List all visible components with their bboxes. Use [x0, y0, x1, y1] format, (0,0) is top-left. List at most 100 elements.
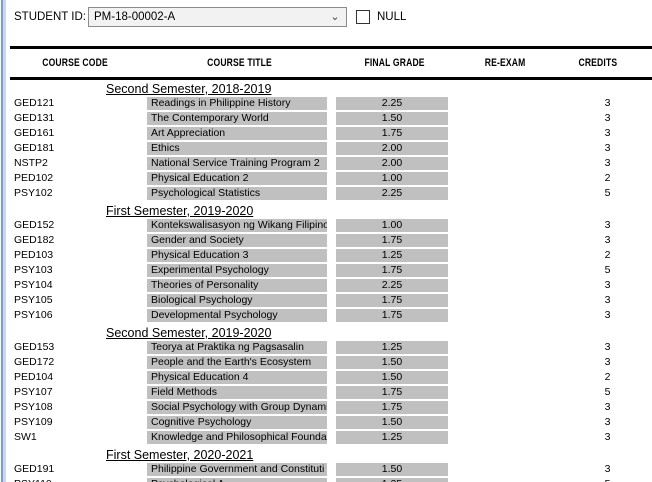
column-header-final-grade: FINAL GRADE: [364, 57, 426, 69]
chevron-down-icon[interactable]: ⌄: [330, 11, 340, 23]
credits-cell: 3: [604, 431, 611, 443]
re-exam-cell: [460, 356, 550, 369]
table-row: GED121 Readings in Philippine History 2.25…: [0, 96, 652, 111]
table-row: GED191 Philippine Government and Constitu…: [0, 462, 652, 477]
credits-cell: 3: [604, 127, 611, 139]
course-title-cell: Developmental Psychology: [147, 309, 327, 322]
credits-cell: 3: [604, 142, 611, 154]
credits-cell: 3: [604, 309, 611, 321]
credits-cell: 3: [604, 234, 611, 246]
final-grade-cell: 2.25: [336, 279, 448, 292]
course-title-cell: National Service Training Program 2: [147, 157, 327, 170]
table-row: PSY109 Cognitive Psychology 1.50 3: [0, 415, 652, 430]
table-row: PSY104 Theories of Personality 2.25 3: [0, 278, 652, 293]
table-row: PSY107 Field Methods 1.75 5: [0, 385, 652, 400]
credits-cell: 3: [604, 463, 611, 475]
course-code-cell: GED191: [14, 463, 55, 475]
course-title-cell: People and the Earth's Ecosystem: [147, 356, 327, 369]
final-grade-cell: 1.50: [336, 416, 448, 429]
table-row: PSY102 Psychological Statistics 2.25 5: [0, 186, 652, 201]
table-row: GED161 Art Appreciation 1.75 3: [0, 126, 652, 141]
course-code-cell: PSY107: [14, 386, 53, 398]
re-exam-cell: [460, 234, 550, 247]
credits-cell: 3: [604, 356, 611, 368]
final-grade-cell: 2.00: [336, 157, 448, 170]
semester-section: First Semester, 2019-2020 GED152 Kontekswa…: [0, 202, 652, 323]
table-row: PED102 Physical Education 2 1.00 2: [0, 171, 652, 186]
course-title-cell: Readings in Philippine History: [147, 97, 327, 110]
course-title-cell: Physical Education 3: [147, 249, 327, 262]
re-exam-cell: [460, 371, 550, 384]
column-header-credits: CREDITS: [578, 57, 618, 69]
final-grade-cell: 1.75: [336, 401, 448, 414]
final-grade-cell: 1.25: [336, 431, 448, 444]
credits-cell: 3: [604, 97, 611, 109]
final-grade-cell: 1.75: [336, 264, 448, 277]
table-row: PED104 Physical Education 4 1.50 2: [0, 370, 652, 385]
credits-cell: 2: [604, 249, 611, 261]
final-grade-cell: 2.25: [336, 187, 448, 200]
credits-cell: 3: [604, 341, 611, 353]
semester-heading: First Semester, 2020-2021: [106, 446, 652, 462]
re-exam-cell: [460, 264, 550, 277]
final-grade-cell: 1.25: [336, 478, 448, 482]
course-title-cell: Teorya at Praktika ng Pagsasalin: [147, 341, 327, 354]
re-exam-cell: [460, 219, 550, 232]
table-row: PSY110 Psychological A 1.25 5: [0, 477, 652, 482]
final-grade-cell: 1.50: [336, 463, 448, 476]
course-code-cell: SW1: [14, 431, 37, 443]
course-title-cell: Experimental Psychology: [147, 264, 327, 277]
course-title-cell: Gender and Society: [147, 234, 327, 247]
credits-cell: 3: [604, 219, 611, 231]
course-code-cell: GED182: [14, 234, 55, 246]
report-table-body: Second Semester, 2018-2019 GED121 Readings…: [0, 80, 652, 482]
final-grade-cell: 1.00: [336, 172, 448, 185]
table-row: PSY108 Social Psychology with Group Dynam…: [0, 400, 652, 415]
course-title-cell: Theories of Personality: [147, 279, 327, 292]
table-row: GED131 The Contemporary World 1.50 3: [0, 111, 652, 126]
pane-left-edge: [0, 0, 7, 482]
table-row: SW1 Knowledge and Philosophical Founda 1.2…: [0, 430, 652, 445]
re-exam-cell: [460, 157, 550, 170]
header-bottom-rule: [10, 77, 652, 80]
final-grade-cell: 1.75: [336, 386, 448, 399]
student-id-label: STUDENT ID:: [14, 11, 86, 23]
re-exam-cell: [460, 309, 550, 322]
final-grade-cell: 1.75: [336, 127, 448, 140]
table-row: GED152 Kontekswalisasyon ng Wikang Filipi…: [0, 218, 652, 233]
credits-cell: 5: [604, 187, 611, 199]
final-grade-cell: 1.75: [336, 309, 448, 322]
re-exam-cell: [460, 416, 550, 429]
course-code-cell: GED172: [14, 356, 55, 368]
final-grade-cell: 1.25: [336, 249, 448, 262]
re-exam-cell: [460, 279, 550, 292]
table-row: PSY103 Experimental Psychology 1.75 5: [0, 263, 652, 278]
semester-heading-text: Second Semester, 2019-2020: [106, 326, 272, 340]
final-grade-cell: 1.50: [336, 112, 448, 125]
re-exam-cell: [460, 127, 550, 140]
table-row: GED182 Gender and Society 1.75 3: [0, 233, 652, 248]
course-code-cell: PSY104: [14, 279, 53, 291]
credits-cell: 2: [604, 371, 611, 383]
pane-edge-line: [1, 0, 3, 482]
semester-section: Second Semester, 2019-2020 GED153 Teorya a…: [0, 324, 652, 445]
semester-heading: Second Semester, 2019-2020: [106, 324, 652, 340]
course-code-cell: NSTP2: [14, 157, 48, 169]
course-title-cell: Philippine Government and Constituti: [147, 463, 327, 476]
re-exam-cell: [460, 294, 550, 307]
course-title-cell: Physical Education 2: [147, 172, 327, 185]
course-code-cell: GED161: [14, 127, 55, 139]
table-column-headers: COURSE CODE COURSE TITLE FINAL GRADE RE-…: [0, 50, 652, 77]
semester-heading-text: First Semester, 2020-2021: [106, 448, 254, 462]
credits-cell: 3: [604, 112, 611, 124]
re-exam-cell: [460, 249, 550, 262]
header-top-rule: [10, 46, 652, 49]
student-id-dropdown[interactable]: PM-18-00002-A ⌄: [88, 7, 347, 27]
pane-edge-line-light: [3, 0, 6, 482]
table-row: PED103 Physical Education 3 1.25 2: [0, 248, 652, 263]
final-grade-cell: 2.25: [336, 97, 448, 110]
course-code-cell: PSY110: [14, 478, 139, 482]
null-checkbox[interactable]: [356, 10, 370, 24]
course-code-cell: GED153: [14, 341, 55, 353]
final-grade-cell: 1.50: [336, 371, 448, 384]
